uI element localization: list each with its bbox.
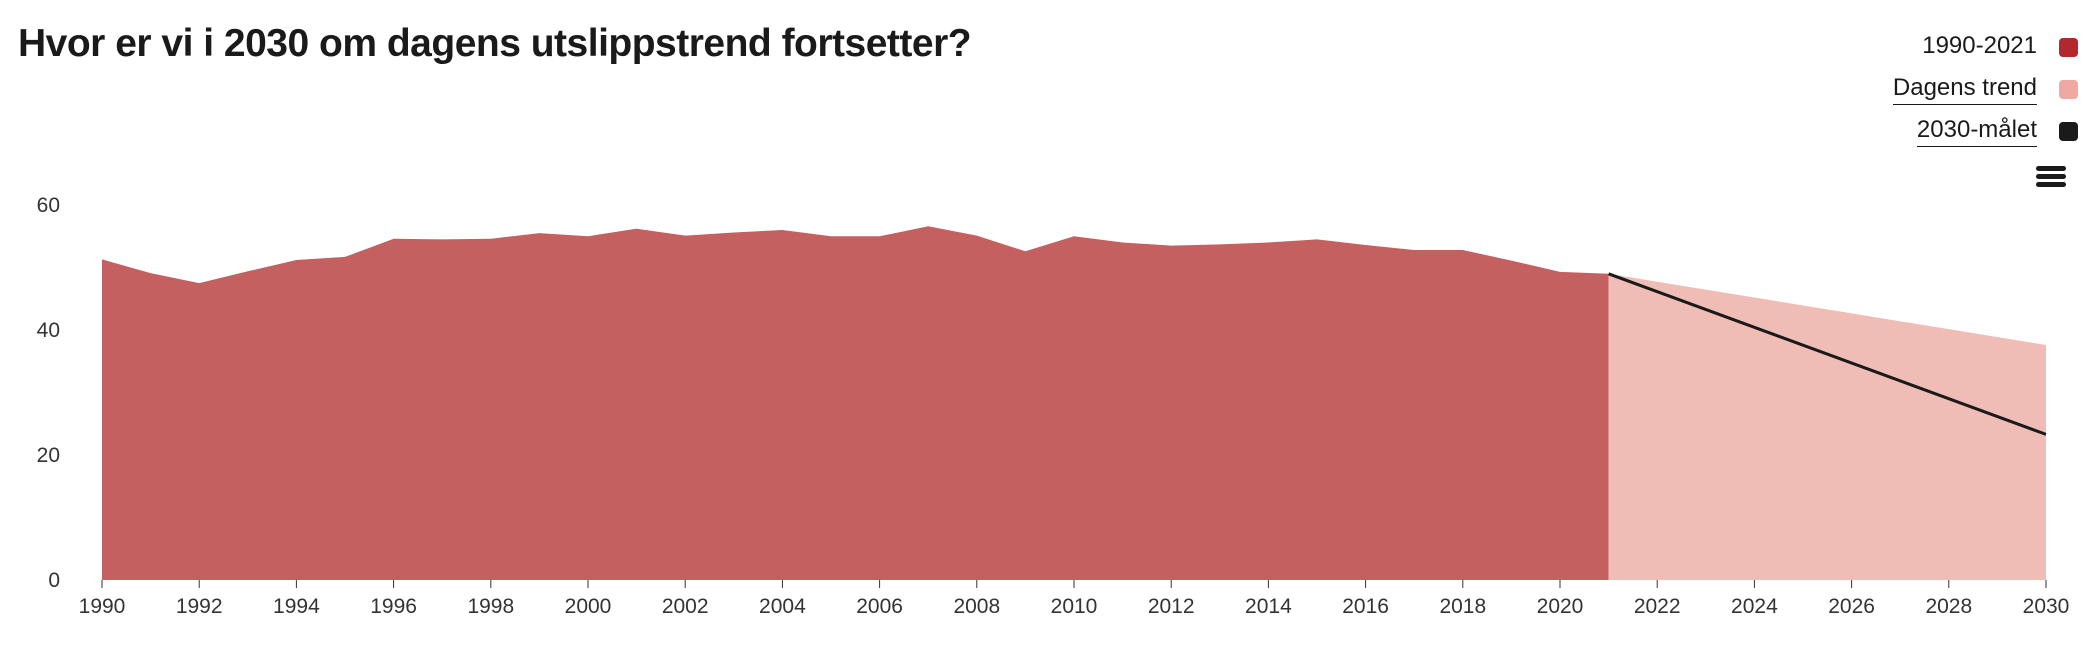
x-tick-label: 2030 xyxy=(2023,595,2070,618)
legend: 1990-2021 Dagens trend 2030-målet xyxy=(1892,26,2078,152)
legend-item-dagens-trend[interactable]: Dagens trend xyxy=(1892,68,2078,110)
y-tick-label: 20 xyxy=(37,444,60,467)
legend-label: 2030-målet xyxy=(1916,116,2037,147)
x-tick-label: 2004 xyxy=(759,595,806,618)
x-tick-label: 2026 xyxy=(1828,595,1875,618)
legend-label: 1990-2021 xyxy=(1922,32,2037,59)
x-tick-label: 2008 xyxy=(953,595,1000,618)
x-tick-label: 1992 xyxy=(176,595,223,618)
chart-areas xyxy=(102,226,2047,581)
series-area-1 xyxy=(1608,273,2046,580)
x-tick-label: 2012 xyxy=(1148,595,1195,618)
x-tick-label: 1994 xyxy=(273,595,320,618)
x-tick-label: 2006 xyxy=(856,595,903,618)
x-tick-label: 2016 xyxy=(1342,595,1389,618)
series-line-2 xyxy=(1608,272,2047,436)
x-tick-label: 2024 xyxy=(1731,595,1778,618)
legend-label: Dagens trend xyxy=(1892,74,2037,105)
x-tick-label: 2018 xyxy=(1439,595,1486,618)
hamburger-menu-icon[interactable] xyxy=(2036,166,2066,190)
legend-swatch xyxy=(2059,121,2078,141)
legend-item-2030-malet[interactable]: 2030-målet xyxy=(1893,110,2078,152)
x-tick-label: 2022 xyxy=(1634,595,1681,618)
legend-swatch xyxy=(2059,79,2078,99)
legend-swatch xyxy=(2059,37,2078,57)
y-tick-label: 40 xyxy=(37,319,60,342)
x-tick-label: 1998 xyxy=(467,595,514,618)
legend-item-1990-2021[interactable]: 1990-2021 xyxy=(1893,26,2078,68)
x-tick-label: 2010 xyxy=(1051,595,1098,618)
x-tick-label: 2020 xyxy=(1537,595,1584,618)
series-area-0 xyxy=(102,226,1609,581)
x-tick-label: 2014 xyxy=(1245,595,1292,618)
y-axis: 0 20 40 60 xyxy=(37,194,60,592)
x-tick-label: 1996 xyxy=(370,595,417,618)
x-tick-label: 2028 xyxy=(1925,595,1972,618)
x-axis: 1990 1992 1994 1996 1998 2000 2002 2004 2006 2008… xyxy=(79,580,2070,618)
x-tick-label: 2000 xyxy=(565,595,612,618)
y-tick-label: 60 xyxy=(37,194,60,217)
chart-title: Hvor er vi i 2030 om dagens utslippstren… xyxy=(18,22,972,65)
x-tick-label: 2002 xyxy=(662,595,709,618)
x-tick-label: 1990 xyxy=(79,595,126,618)
y-tick-label: 0 xyxy=(48,569,60,592)
